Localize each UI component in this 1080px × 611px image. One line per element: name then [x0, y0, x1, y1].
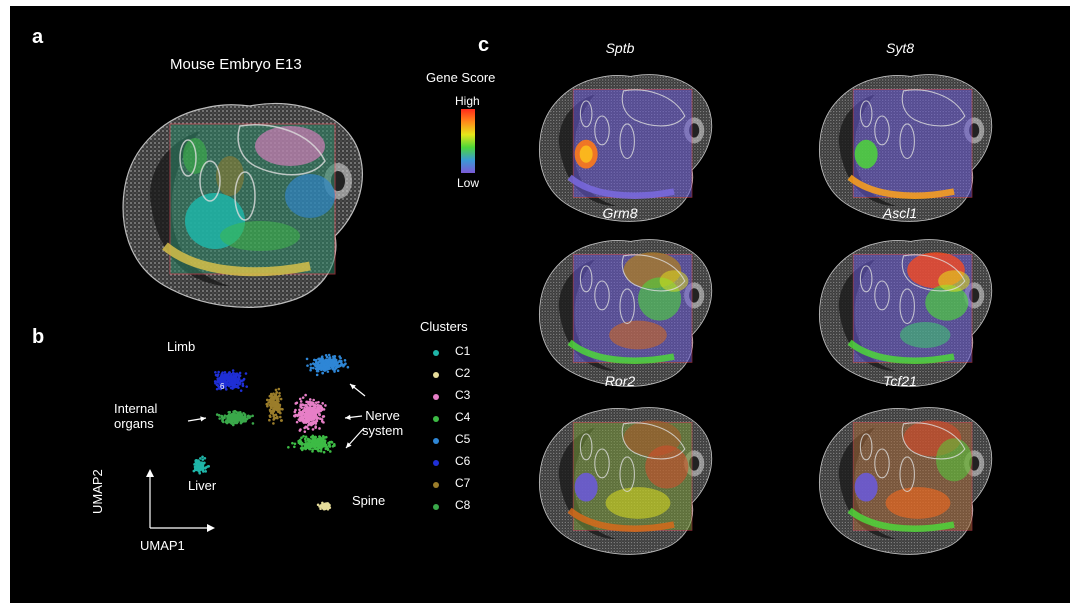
cluster-c2-points: [316, 501, 332, 511]
arrow-nerve-bottom: [345, 427, 365, 449]
gene-embryo-syt8: [819, 74, 993, 222]
cluster-c7-points: [265, 387, 284, 425]
legend-swatch: [433, 416, 439, 422]
label-limb: Limb: [167, 339, 196, 354]
cluster-c5-points: [305, 353, 350, 377]
label-nerve-system: Nerve system: [362, 408, 403, 438]
cluster-c4-points: [287, 434, 336, 454]
arrow-internal-organs: [187, 416, 207, 422]
gene-title-grm8: Grm8: [602, 205, 638, 221]
legend-label: C3: [455, 388, 471, 402]
color-scale-low: Low: [457, 176, 480, 190]
gene-embryo-tcf21: [819, 407, 993, 555]
umap-axes: [146, 469, 215, 532]
legend-swatch: [433, 438, 439, 444]
legend-swatch: [433, 394, 439, 400]
legend-label: C7: [455, 476, 471, 490]
legend-swatch: [433, 460, 439, 466]
y-axis-label: UMAP2: [90, 469, 105, 514]
gene-title-tcf21: Tcf21: [883, 373, 917, 389]
gene-embryo-ascl1: [819, 239, 993, 387]
label-internal-organs: Internal organs: [114, 401, 157, 431]
gene-embryo-sptb: [539, 74, 713, 222]
legend-title: Clusters: [420, 319, 468, 334]
label-internal-line2: organs: [114, 416, 154, 431]
legend-label: C4: [455, 410, 471, 424]
legend-label: C5: [455, 432, 471, 446]
umap-scatter-plot: 6: [146, 353, 366, 532]
gene-title-ascl1: Ascl1: [882, 205, 918, 221]
gene-embryo-ror2: [539, 407, 713, 555]
legend-swatch: [433, 350, 439, 356]
legend-swatch: [433, 482, 439, 488]
color-scale-title: Gene Score: [426, 70, 496, 85]
arrow-nerve-mid: [344, 414, 363, 420]
color-scale-high: High: [455, 94, 480, 108]
legend-label: C8: [455, 498, 471, 512]
gene-embryo-grm8: [539, 239, 713, 387]
legend-label: C1: [455, 344, 471, 358]
legend-label: C2: [455, 366, 471, 380]
x-axis-label: UMAP1: [140, 538, 185, 553]
label-nerve-line1: Nerve: [365, 408, 400, 423]
panel-b-letter: b: [32, 326, 45, 348]
gene-title-syt8: Syt8: [885, 40, 914, 56]
color-scale-bar: [461, 109, 475, 173]
panel-a-letter: a: [32, 26, 44, 48]
label-liver: Liver: [188, 478, 217, 493]
figure: a Mouse Embryo E13 b 6 Limb Internal org…: [10, 6, 1070, 603]
legend-swatch: [433, 372, 439, 378]
cluster-c6-points: [213, 369, 249, 392]
cluster-c3-points: [293, 393, 327, 433]
panel-a-embryo-image: [122, 102, 363, 308]
legend-label: C6: [455, 454, 471, 468]
cluster-legend: C1 C2 C3 C4 C5 C6 C7 C8: [433, 344, 493, 524]
label-nerve-line2: system: [362, 423, 404, 438]
cluster-c1-points: [192, 455, 211, 475]
label-spine: Spine: [352, 493, 386, 508]
c6-number-label: 6: [220, 382, 225, 391]
arrow-nerve-top: [349, 383, 366, 397]
gene-title-ror2: Ror2: [604, 373, 636, 389]
panel-a-title: Mouse Embryo E13: [170, 56, 302, 73]
cluster-c8-points: [215, 409, 255, 427]
gene-title-sptb: Sptb: [605, 40, 635, 56]
legend-swatch: [433, 504, 439, 510]
panel-c-letter: c: [478, 34, 490, 56]
label-internal-line1: Internal: [114, 401, 158, 416]
